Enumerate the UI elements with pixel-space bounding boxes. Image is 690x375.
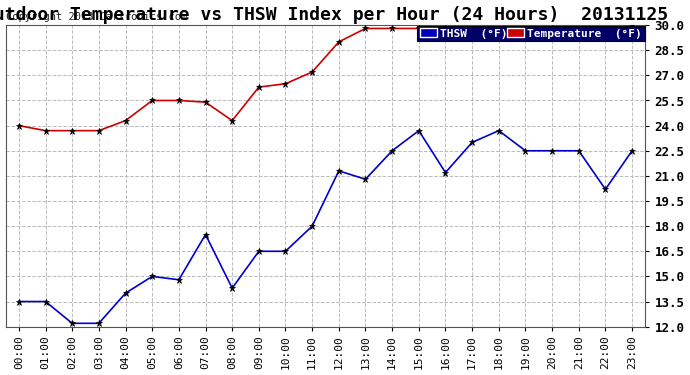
Title: Outdoor Temperature vs THSW Index per Hour (24 Hours)  20131125: Outdoor Temperature vs THSW Index per Ho… <box>0 6 668 24</box>
Legend: THSW  (°F), Temperature  (°F): THSW (°F), Temperature (°F) <box>417 26 645 42</box>
Text: Copyright 2013 Cartronics.com: Copyright 2013 Cartronics.com <box>6 12 187 22</box>
